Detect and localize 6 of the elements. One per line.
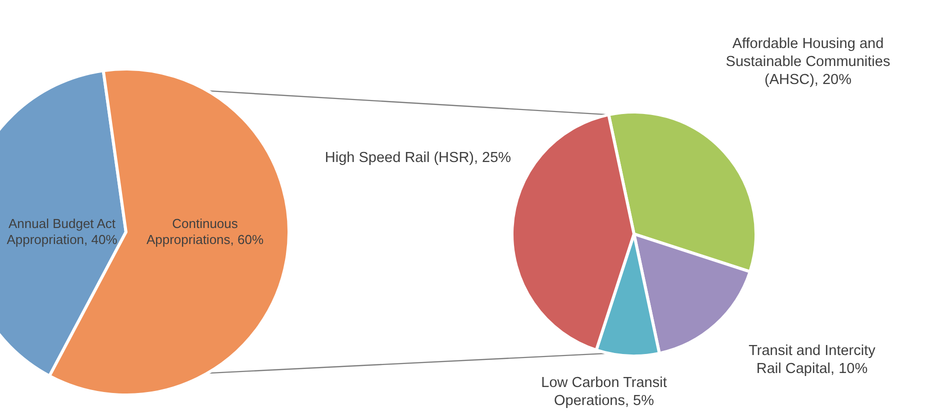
slice-label: Annual Budget Act Appropriation, 40%: [6, 216, 118, 248]
slice-label: Continuous Appropriations, 60%: [145, 216, 265, 248]
slice-label: High Speed Rail (HSR), 25%: [324, 148, 512, 168]
slice-label: Transit and Intercity Rail Capital, 10%: [748, 342, 876, 378]
slice-label: Affordable Housing and Sustainable Communities (AHSC), 20%: [724, 34, 892, 90]
slice-label: Low Carbon Transit Operations, 5%: [540, 374, 668, 410]
